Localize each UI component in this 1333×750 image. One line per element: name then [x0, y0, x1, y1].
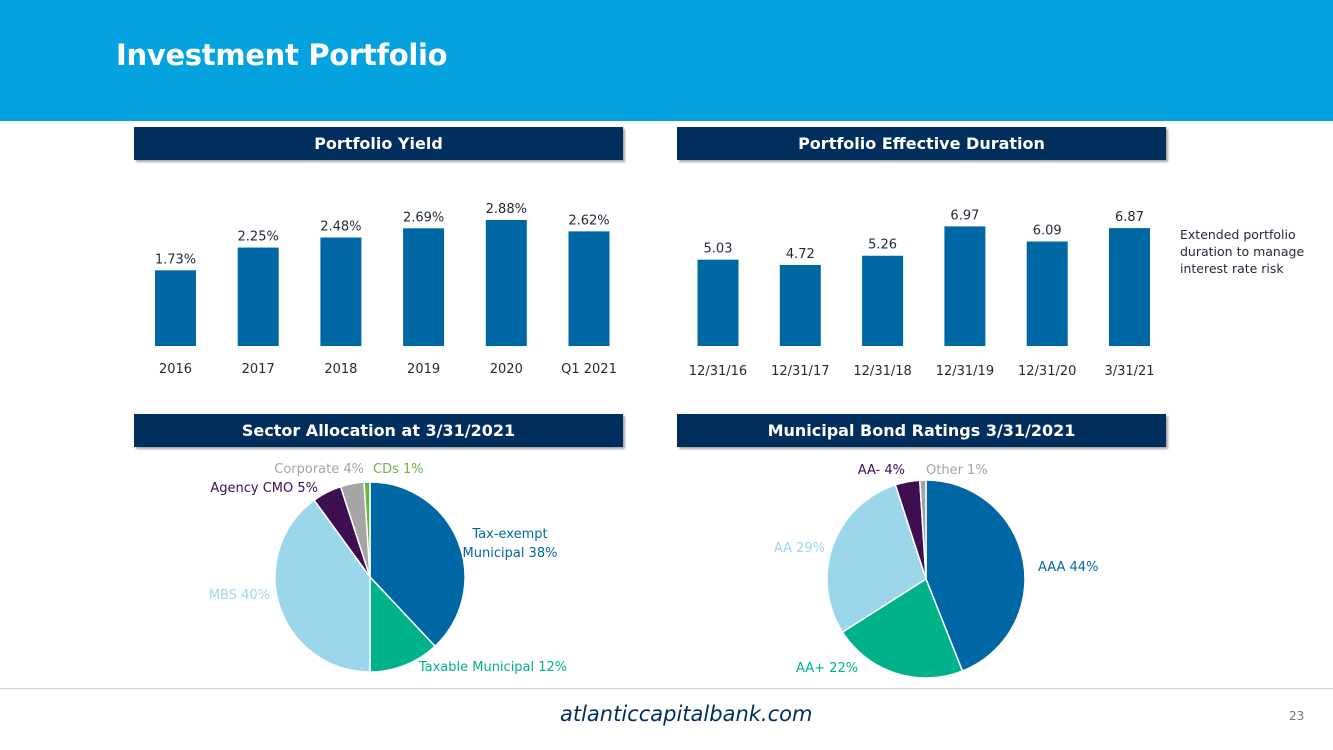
duration-annotation: Extended portfolio duration to manage in…	[1180, 227, 1305, 276]
footer-url[interactable]: atlanticcapitalbank.com	[560, 702, 813, 726]
page-number: 23	[1289, 709, 1305, 723]
yield-value-label: 2.48%	[320, 220, 361, 235]
ratings-chart-title: Municipal Bond Ratings 3/31/2021	[677, 414, 1166, 447]
duration-value-label: 5.26	[868, 238, 897, 253]
portfolio-yield-chart: 1.73% 2016 2.25% 2017 2.48% 2018 2.69% 2019 2.88…	[155, 202, 617, 377]
ratings-slice-label: Other 1%	[926, 463, 988, 478]
yield-category-label: 2020	[490, 362, 523, 377]
sector-slice-label: Tax-exempt	[471, 527, 547, 542]
yield-chart-title: Portfolio Yield	[134, 127, 623, 160]
yield-bar	[403, 228, 445, 346]
duration-value-label: 5.03	[704, 242, 733, 257]
duration-bar	[944, 226, 986, 346]
ratings-slice-label: AAA 44%	[1038, 560, 1098, 575]
ratings-slice-label: AA+ 22%	[796, 661, 858, 676]
yield-value-label: 2.69%	[403, 210, 444, 225]
duration-bar	[697, 259, 739, 346]
sector-slice	[363, 481, 371, 578]
yield-bar	[320, 237, 362, 346]
yield-bar	[237, 247, 279, 346]
yield-value-label: 2.25%	[238, 230, 279, 245]
yield-category-label: Q1 2021	[561, 362, 617, 377]
duration-value-label: 6.87	[1115, 210, 1144, 225]
sector-slice-label: CDs 1%	[373, 462, 424, 477]
yield-category-label: 2019	[407, 362, 440, 377]
yield-category-label: 2016	[159, 362, 192, 377]
duration-category-label: 12/31/18	[853, 364, 911, 379]
sector-chart-title: Sector Allocation at 3/31/2021	[134, 414, 623, 447]
sector-slice	[274, 499, 371, 673]
duration-category-label: 12/31/16	[689, 364, 747, 379]
sector-slice	[369, 575, 437, 673]
sector-slice-label: MBS 40%	[209, 588, 270, 603]
sector-slice-label: Agency CMO 5%	[210, 481, 318, 496]
duration-category-label: 12/31/17	[771, 364, 829, 379]
header-bar: Investment Portfolio	[0, 0, 1333, 121]
sector-slice	[369, 481, 466, 648]
yield-bar	[155, 270, 196, 346]
yield-value-label: 1.73%	[155, 252, 196, 267]
yield-bar	[485, 220, 527, 346]
duration-category-label: 3/31/21	[1104, 364, 1154, 379]
ratings-slice	[841, 577, 964, 679]
municipal-ratings-pie: AAA 44% AA+ 22% AA 29% AA- 4% Other 1%	[774, 463, 1098, 679]
yield-value-label: 2.88%	[486, 202, 527, 217]
sector-slice-label: Corporate 4%	[274, 462, 364, 477]
ratings-slice-label: AA- 4%	[858, 463, 905, 478]
yield-category-label: 2017	[242, 362, 275, 377]
duration-category-label: 12/31/20	[1018, 364, 1076, 379]
ratings-slice-label: AA 29%	[774, 541, 825, 556]
sector-allocation-pie: Tax-exempt Municipal 38% Taxable Municipal…	[209, 462, 567, 675]
page-title: Investment Portfolio	[116, 38, 448, 72]
sector-slice-label: Taxable Municipal 12%	[418, 660, 567, 675]
portfolio-duration-chart: 5.03 12/31/16 4.72 12/31/17 5.26 12/31/18 6.97…	[689, 208, 1155, 379]
ratings-slice	[826, 483, 927, 634]
duration-category-label: 12/31/19	[936, 364, 994, 379]
footer-divider	[0, 688, 1333, 689]
duration-bar	[1109, 228, 1150, 346]
duration-value-label: 6.97	[950, 208, 979, 223]
yield-value-label: 2.62%	[568, 213, 609, 228]
duration-chart-title: Portfolio Effective Duration	[677, 127, 1166, 160]
duration-bar	[1026, 241, 1068, 346]
sector-slice-label: Municipal 38%	[463, 546, 558, 561]
ratings-slice	[918, 479, 927, 580]
duration-value-label: 4.72	[786, 247, 815, 262]
yield-bar	[568, 231, 610, 346]
yield-category-label: 2018	[324, 362, 357, 377]
duration-bar	[862, 255, 904, 346]
duration-value-label: 6.09	[1033, 224, 1062, 239]
duration-bar	[779, 265, 821, 346]
ratings-slice	[925, 479, 1026, 673]
